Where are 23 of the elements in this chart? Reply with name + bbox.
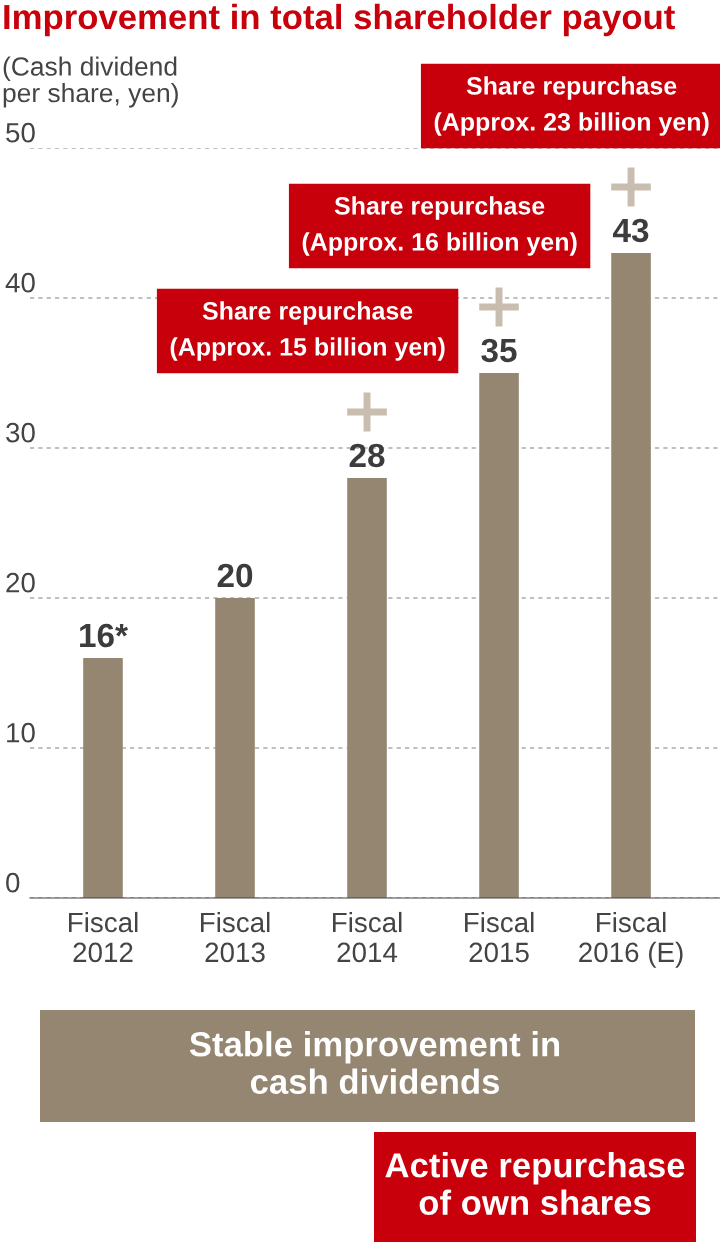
y-axis-title: (Cash dividend per share, yen)	[3, 56, 178, 108]
y-tick-label: 0	[6, 872, 20, 893]
text: Stable improvement in cash dividends	[189, 1031, 560, 1095]
text: Share repurchase (Approx. 23 billion yen)	[434, 76, 709, 136]
x-tick-label: Fiscal 2014	[333, 911, 402, 963]
y-tick-label: 10	[7, 722, 35, 743]
x-tick-label: Fiscal 2013	[201, 911, 270, 963]
data-label: 28	[349, 443, 385, 468]
chart-title: Improvement in total shareholder payout	[4, 3, 675, 37]
data-label: 43	[613, 218, 649, 243]
y-tick-label: 40	[5, 272, 35, 293]
data-label: 16*	[80, 623, 128, 648]
y-tick-label: 50	[6, 122, 35, 143]
y-tick-label: 30	[6, 422, 35, 443]
annotation: Share repurchase (Approx. 15 billion yen)	[170, 301, 445, 361]
data-label: 35	[481, 338, 517, 363]
x-tick-label: Fiscal 2015	[465, 911, 534, 963]
x-tick-label: Fiscal 2016 (E)	[579, 911, 683, 968]
data-label: 20	[217, 563, 253, 588]
text: Active repurchase of own shares	[385, 1152, 685, 1216]
x-tick-label: Fiscal 2012	[69, 911, 138, 963]
annotation: Share repurchase (Approx. 16 billion yen)	[302, 196, 577, 256]
y-tick-label: 20	[6, 572, 35, 593]
